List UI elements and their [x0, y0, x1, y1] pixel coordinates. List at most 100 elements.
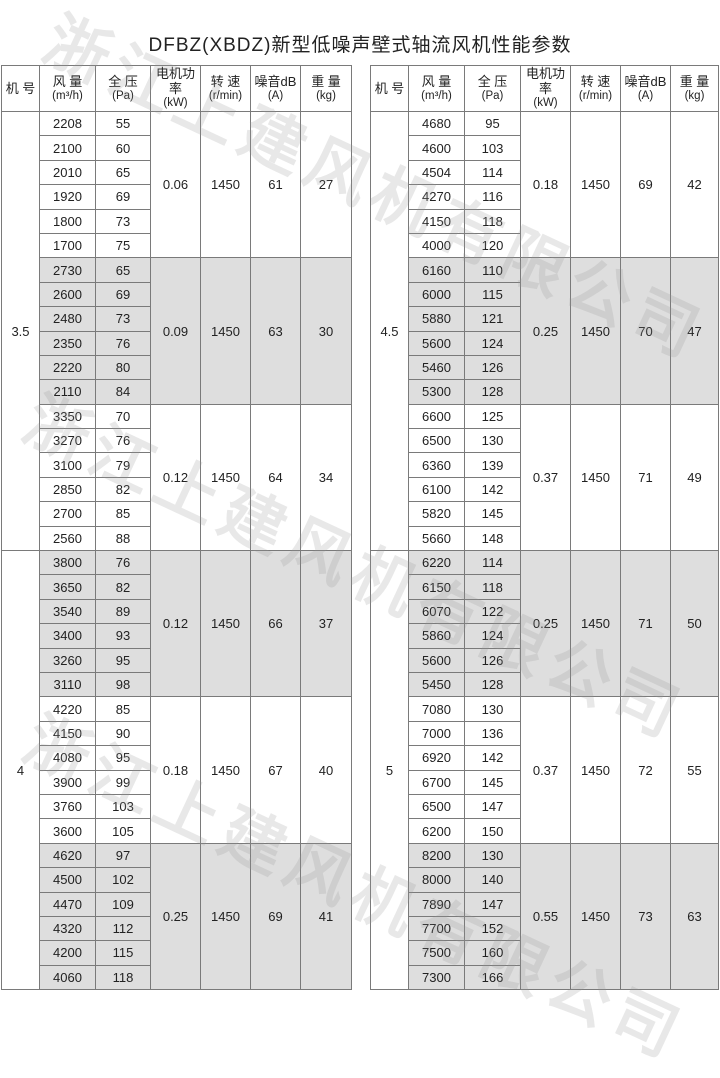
airflow-cell: 6920	[408, 745, 465, 771]
table-row: 5600 126	[371, 647, 719, 673]
pressure-cell: 103	[464, 135, 521, 161]
weight-cell: 49	[670, 403, 719, 552]
table-row: 3900 99	[2, 769, 352, 795]
noise-cell: 63	[250, 257, 301, 405]
pressure-cell: 76	[95, 428, 151, 454]
airflow-cell: 2600	[39, 281, 96, 308]
pressure-cell: 65	[95, 257, 151, 283]
power-cell: 0.12	[150, 550, 201, 698]
column-header: 电机功率 (kW)	[520, 65, 571, 112]
table-row: 2600 69	[2, 281, 352, 308]
airflow-cell: 7890	[408, 891, 465, 917]
airflow-cell: 7080	[408, 696, 465, 722]
header-label: 转 速	[210, 73, 241, 89]
noise-cell: 71	[620, 550, 671, 698]
airflow-cell: 2700	[39, 501, 96, 527]
header-unit: (r/min)	[578, 89, 613, 102]
table-row: 4 3800 76 0.12 1450 66 37	[1, 550, 352, 991]
noise-cell: 64	[250, 403, 301, 552]
table-row: 4620 97 0.25 1450 69 41	[2, 842, 352, 991]
airflow-cell: 4200	[39, 940, 96, 966]
airflow-cell: 6160	[408, 257, 465, 283]
weight-cell: 42	[670, 110, 719, 259]
airflow-cell: 3650	[39, 574, 96, 600]
table-row: 6500 130	[371, 428, 719, 454]
airflow-cell: 6100	[408, 476, 465, 503]
power-cell: 0.37	[520, 403, 571, 552]
pressure-cell: 73	[95, 306, 151, 332]
table-row: 5460 126	[371, 354, 719, 381]
pressure-cell: 95	[464, 110, 521, 137]
table-row: 1920 69	[2, 184, 352, 210]
table-row: 4600 103	[371, 135, 719, 161]
column-header: 机 号	[1, 65, 40, 112]
airflow-cell: 1920	[39, 184, 96, 210]
table-row: 4150 118	[371, 208, 719, 234]
pressure-cell: 82	[95, 574, 151, 600]
pressure-cell: 76	[95, 330, 151, 356]
pressure-cell: 82	[95, 476, 151, 503]
pressure-cell: 80	[95, 354, 151, 381]
noise-cell: 72	[620, 696, 671, 844]
pressure-cell: 69	[95, 281, 151, 308]
pressure-cell: 55	[95, 110, 151, 137]
pressure-cell: 120	[464, 232, 521, 259]
airflow-cell: 2480	[39, 306, 96, 332]
pressure-cell: 90	[95, 720, 151, 747]
table-row: 6150 118	[371, 574, 719, 600]
table-row: 6700 145	[371, 769, 719, 795]
header-label: 电机功率	[525, 66, 565, 96]
pressure-cell: 130	[464, 428, 521, 454]
table-row: 2700 85	[2, 501, 352, 527]
pressure-cell: 147	[464, 891, 521, 917]
header-unit: (r/min)	[208, 89, 243, 102]
airflow-cell: 6220	[408, 550, 465, 576]
airflow-cell: 3260	[39, 647, 96, 673]
table-row: 5660 148	[371, 525, 719, 552]
pressure-cell: 79	[95, 452, 151, 478]
table-row: 3260 95	[2, 647, 352, 673]
weight-cell: 34	[300, 403, 352, 552]
header-label: 噪音dB	[254, 73, 297, 89]
pressure-cell: 115	[464, 281, 521, 308]
airflow-cell: 4060	[39, 964, 96, 991]
airflow-cell: 3900	[39, 769, 96, 795]
pressure-cell: 73	[95, 208, 151, 234]
pressure-cell: 124	[464, 330, 521, 356]
table-row: 4504 114	[371, 159, 719, 186]
pressure-cell: 166	[464, 964, 521, 991]
airflow-cell: 4470	[39, 891, 96, 917]
weight-cell: 37	[300, 550, 352, 698]
column-header: 电机功率 (kW)	[150, 65, 201, 112]
airflow-cell: 4600	[408, 135, 465, 161]
pressure-cell: 95	[95, 647, 151, 673]
table-row: 3540 89	[2, 598, 352, 625]
pressure-cell: 70	[95, 403, 151, 430]
airflow-cell: 4150	[408, 208, 465, 234]
header-label: 风 量	[52, 73, 83, 89]
airflow-cell: 6200	[408, 818, 465, 844]
airflow-cell: 4220	[39, 696, 96, 722]
speed-cell: 1450	[200, 842, 251, 991]
table-row: 2110 84	[2, 379, 352, 405]
speed-cell: 1450	[200, 550, 251, 698]
power-cell: 0.25	[150, 842, 201, 991]
page-title: DFBZ(XBDZ)新型低噪声壁式轴流风机性能参数	[148, 35, 572, 56]
header-unit: (kg)	[684, 89, 705, 102]
pressure-cell: 145	[464, 769, 521, 795]
airflow-cell: 4504	[408, 159, 465, 186]
weight-cell: 47	[670, 257, 719, 405]
column-header: 全 压 (Pa)	[464, 65, 521, 112]
airflow-cell: 6360	[408, 452, 465, 478]
speed-cell: 1450	[200, 257, 251, 405]
power-cell: 0.55	[520, 842, 571, 991]
table-row: 6500 147	[371, 793, 719, 820]
airflow-cell: 2220	[39, 354, 96, 381]
airflow-cell: 2350	[39, 330, 96, 356]
header-label: 风 量	[421, 73, 452, 89]
table-row: 5600 124	[371, 330, 719, 356]
pressure-cell: 125	[464, 403, 521, 430]
pressure-cell: 145	[464, 501, 521, 527]
header-row: 机 号风 量 (m³/h) 全 压 (Pa) 电机功率 (kW) 转 速 (r/min) 噪音d…	[1, 65, 352, 112]
table-row: 3.5 2208 55 0.06 1450 61 27	[1, 110, 352, 552]
